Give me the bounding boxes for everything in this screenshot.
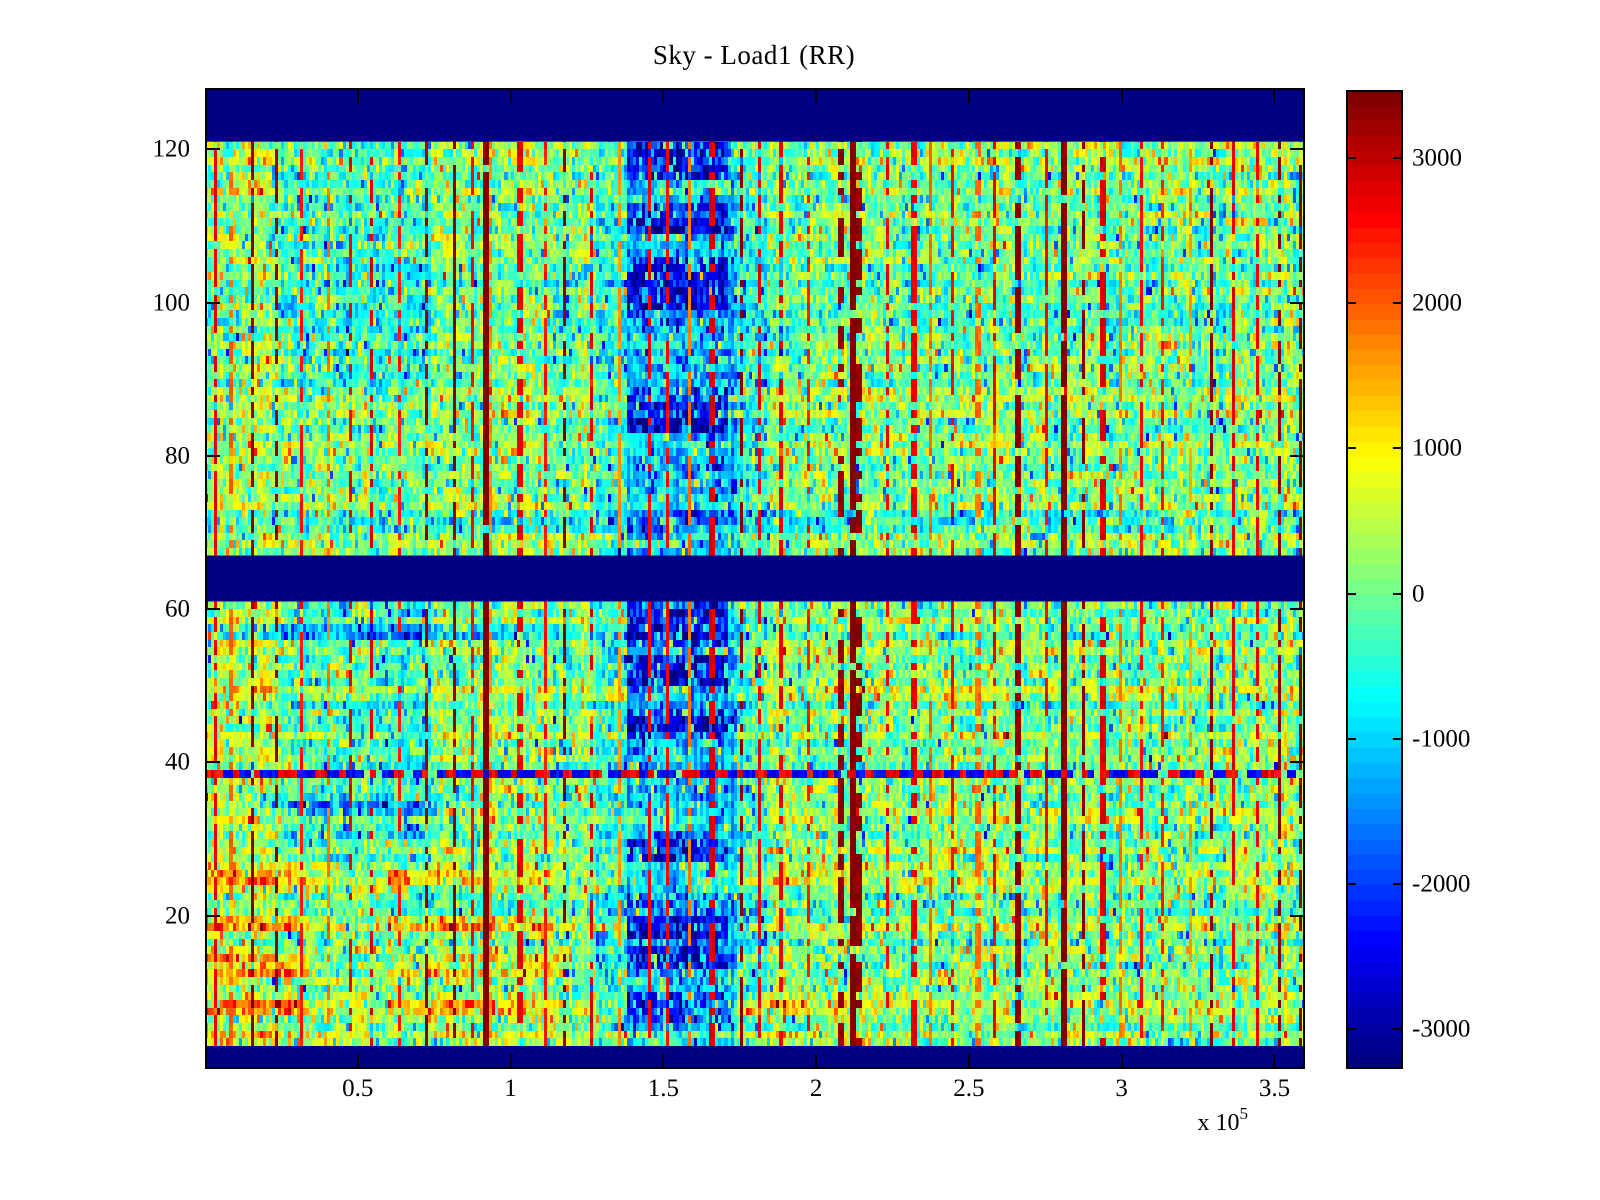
- colorbar-tick-label: 0: [1412, 580, 1425, 608]
- colorbar-tick-label: 1000: [1412, 434, 1462, 462]
- x-tick-label: 3: [1115, 1075, 1128, 1102]
- y-tick-label: 20: [165, 902, 190, 930]
- colorbar-tick-label: -3000: [1412, 1015, 1471, 1043]
- y-tick-label: 60: [165, 595, 190, 623]
- colorbar: [1346, 90, 1403, 1069]
- colorbar-tick-label: 3000: [1412, 144, 1462, 172]
- x-tick-label: 3.5: [1258, 1075, 1291, 1102]
- y-tick-label: 120: [152, 135, 191, 163]
- y-tick-label: 80: [165, 442, 190, 470]
- x-tick-label: 1: [504, 1075, 517, 1102]
- colorbar-tick-label: 2000: [1412, 289, 1462, 317]
- x-tick-label: 2.5: [953, 1075, 985, 1102]
- x-tick-label: 0.5: [342, 1075, 374, 1102]
- x-tick-label: 1.5: [647, 1075, 679, 1102]
- x-tick-label: 2: [809, 1075, 823, 1102]
- colorbar-tick-label: -1000: [1412, 725, 1471, 753]
- x-axis-exponent-label: x 105: [1197, 1104, 1249, 1136]
- y-tick-label: 100: [152, 289, 191, 317]
- y-tick-label: 40: [165, 748, 190, 776]
- heatmap-canvas: [205, 88, 1305, 1069]
- chart-title: Sky - Load1 (RR): [652, 40, 856, 70]
- colorbar-tick-label: -2000: [1412, 870, 1471, 898]
